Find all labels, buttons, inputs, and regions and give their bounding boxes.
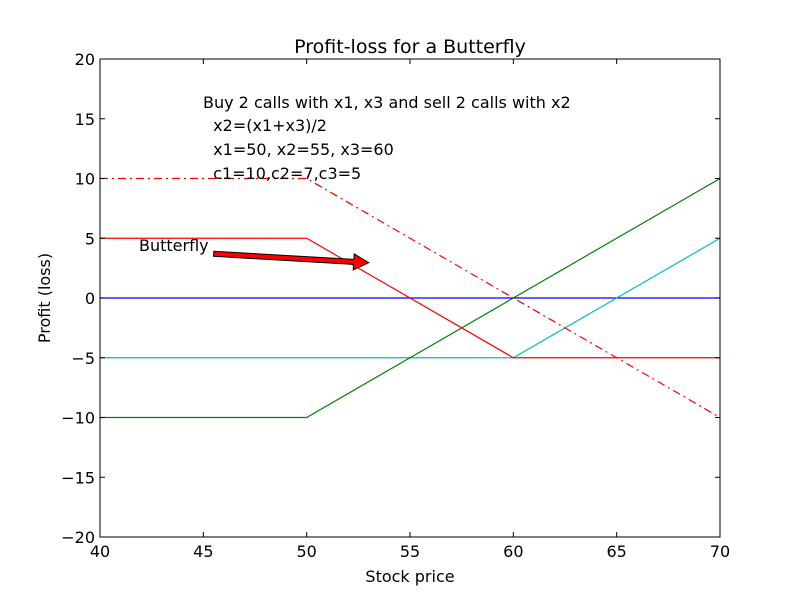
y-tick-label: 15 [75,110,95,129]
annotation-line-4: c1=10,c2=7,c3=5 [203,164,361,183]
annotation-layer: Buy 2 calls with x1, x3 and sell 2 calls… [139,93,571,271]
series-line-4 [100,237,720,359]
y-tick-label: 0 [85,289,95,308]
x-tick-label: 50 [296,542,316,561]
y-tick-label: 5 [85,229,95,248]
x-tick-label: 65 [606,542,626,561]
butterfly-arrow [212,250,370,271]
x-axis-label: Stock price [365,567,454,586]
x-tick-label: 60 [503,542,523,561]
y-tick-label: −15 [61,468,95,487]
y-tick-label: −5 [71,349,95,368]
chart-title: Profit-loss for a Butterfly [294,36,526,58]
x-tick-label: 55 [400,542,420,561]
ticks-layer: 40 45 50 55 60 65 70 −20 −15 −10 −5 0 5 10 15 20 [61,50,730,561]
y-tick-label: 10 [75,170,95,189]
x-tick-label: 45 [193,542,213,561]
annotation-line-2: x2=(x1+x3)/2 [203,116,327,135]
series-line-3 [100,177,721,419]
x-tick-label: 70 [710,542,730,561]
x-tick-label: 40 [90,542,110,561]
arrow-label: Butterfly [139,236,209,255]
series-layer [100,177,721,419]
y-axis-label: Profit (loss) [35,253,54,343]
y-tick-label: 20 [75,50,95,69]
y-tick-label: −10 [61,409,95,428]
annotation-line-1: Buy 2 calls with x1, x3 and sell 2 calls… [203,93,571,112]
series-line-2 [100,177,721,419]
annotation-line-3: x1=50, x2=55, x3=60 [203,140,394,159]
y-tick-label: −20 [61,528,95,547]
